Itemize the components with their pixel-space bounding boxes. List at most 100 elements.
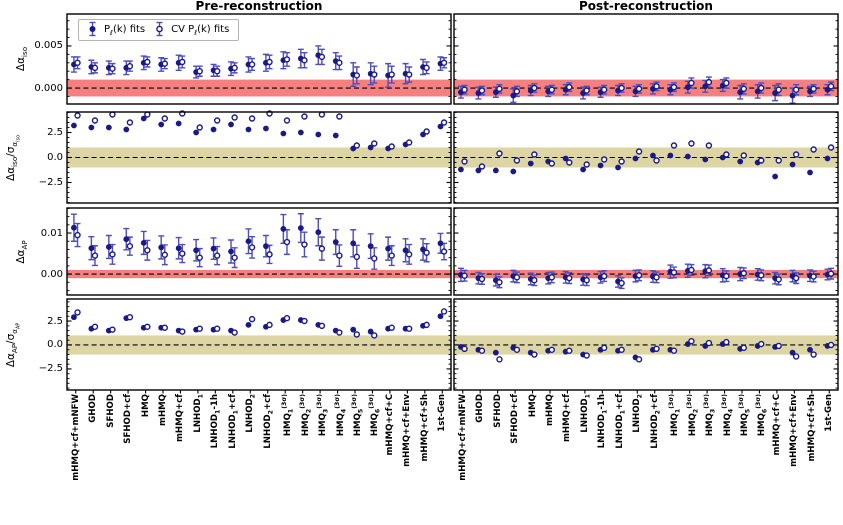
x-category-label: HMQ4(3σ) bbox=[720, 394, 735, 437]
data-point-filled bbox=[332, 132, 339, 139]
data-point-open bbox=[723, 338, 730, 346]
data-point-filled bbox=[772, 173, 779, 180]
data-point-filled bbox=[123, 126, 130, 133]
x-category-label: LNHOD2+cf bbox=[649, 394, 662, 449]
data-point-open bbox=[179, 250, 186, 257]
filled-errorbar-marker-icon bbox=[88, 20, 97, 41]
data-point-filled bbox=[458, 166, 464, 173]
data-point-open bbox=[688, 79, 695, 87]
data-point-filled bbox=[210, 245, 217, 252]
data-point-open bbox=[583, 277, 590, 284]
data-point-open bbox=[600, 156, 608, 163]
data-point-open bbox=[775, 276, 782, 283]
data-point-filled bbox=[140, 239, 147, 246]
data-point-filled bbox=[737, 158, 744, 165]
x-category-label: HMQ1(3σ) bbox=[668, 394, 682, 437]
data-point-open bbox=[618, 346, 625, 353]
x-category-label: GHOD bbox=[88, 394, 99, 423]
data-point-open bbox=[231, 254, 238, 261]
data-point-open bbox=[775, 86, 782, 93]
panel-border bbox=[453, 13, 839, 105]
x-category-label: SFHOD bbox=[105, 394, 116, 428]
data-point-open bbox=[440, 119, 448, 126]
data-point-filled bbox=[350, 326, 357, 333]
y-axis-label: ΔαAP bbox=[15, 239, 30, 264]
x-category-label: mHMQ bbox=[545, 394, 555, 427]
data-point-open bbox=[740, 270, 747, 277]
data-point-open bbox=[635, 85, 643, 93]
data-point-open bbox=[496, 356, 503, 363]
data-point-open bbox=[653, 345, 660, 353]
open-errorbar-marker-icon bbox=[155, 20, 164, 41]
data-point-filled bbox=[684, 84, 691, 91]
data-point-filled bbox=[527, 160, 534, 167]
data-point-open bbox=[248, 61, 256, 68]
data-point-open bbox=[670, 269, 678, 276]
data-point-open bbox=[688, 140, 695, 147]
data-point-filled bbox=[437, 313, 444, 320]
data-point-open bbox=[196, 254, 203, 261]
x-category-label: LNHOD1-1h bbox=[210, 394, 223, 449]
data-point-open bbox=[618, 158, 625, 165]
data-point-open bbox=[583, 352, 590, 359]
data-point-open bbox=[126, 314, 134, 321]
data-point-open bbox=[144, 111, 151, 118]
data-point-open bbox=[74, 309, 81, 316]
data-point-open bbox=[635, 356, 643, 363]
data-point-filled bbox=[807, 169, 813, 176]
data-point-filled bbox=[263, 243, 269, 250]
data-point-open bbox=[213, 67, 221, 75]
data-point-open bbox=[283, 314, 291, 322]
data-point-filled bbox=[437, 240, 444, 247]
data-point-open bbox=[440, 248, 448, 255]
data-point-filled bbox=[315, 229, 322, 236]
data-point-open bbox=[213, 325, 221, 332]
data-point-open bbox=[248, 115, 256, 122]
x-category-label: HMQ bbox=[140, 394, 151, 418]
x-category-label: HMQ2(3σ) bbox=[298, 394, 313, 437]
legend-label-cv-pk-fits: CV Pℓ(k) fits bbox=[171, 23, 230, 37]
data-point-open bbox=[336, 252, 343, 259]
data-point-open bbox=[566, 83, 573, 91]
data-point-open bbox=[496, 279, 503, 286]
data-point-open bbox=[566, 159, 573, 166]
panel-border bbox=[66, 298, 452, 391]
data-point-open bbox=[705, 142, 713, 149]
data-point-filled bbox=[789, 161, 796, 168]
data-point-open bbox=[126, 62, 134, 70]
x-category-label: LNHOD1+cf bbox=[227, 394, 240, 449]
panel-border bbox=[66, 13, 452, 105]
data-point-filled bbox=[402, 247, 409, 254]
data-point-open bbox=[566, 274, 573, 282]
data-point-open bbox=[775, 157, 782, 164]
data-point-open bbox=[371, 140, 378, 147]
data-point-open bbox=[548, 346, 555, 353]
data-point-filled bbox=[492, 349, 499, 356]
legend-label-pk-fits: Pℓ(k) fits bbox=[104, 23, 146, 37]
data-point-filled bbox=[789, 92, 796, 99]
data-point-open bbox=[440, 59, 448, 66]
data-point-open bbox=[670, 83, 678, 91]
data-point-filled bbox=[280, 130, 287, 137]
y-tick-label: 0.005 bbox=[34, 40, 63, 52]
data-point-open bbox=[653, 274, 660, 281]
data-point-open bbox=[531, 84, 538, 92]
x-category-label: mHMQ+cf+Sh bbox=[806, 394, 817, 462]
data-point-open bbox=[144, 58, 151, 66]
data-point-filled bbox=[702, 156, 709, 163]
data-point-open bbox=[461, 86, 468, 93]
x-category-label: HMQ5(3σ) bbox=[738, 394, 752, 437]
data-point-open bbox=[478, 163, 486, 170]
data-point-filled bbox=[367, 243, 374, 250]
data-point-open bbox=[810, 273, 817, 280]
data-point-open bbox=[758, 340, 765, 348]
x-category-label: SFHOD bbox=[492, 394, 503, 428]
data-point-open bbox=[705, 339, 713, 347]
data-point-open bbox=[371, 71, 378, 78]
data-point-open bbox=[496, 85, 503, 93]
data-point-open bbox=[109, 65, 116, 72]
x-category-label: GHOD bbox=[475, 394, 486, 423]
data-point-open bbox=[740, 344, 747, 352]
x-category-label: LNHOD1 bbox=[192, 394, 205, 433]
x-category-label: mHMQ+cf+Env bbox=[402, 394, 413, 467]
